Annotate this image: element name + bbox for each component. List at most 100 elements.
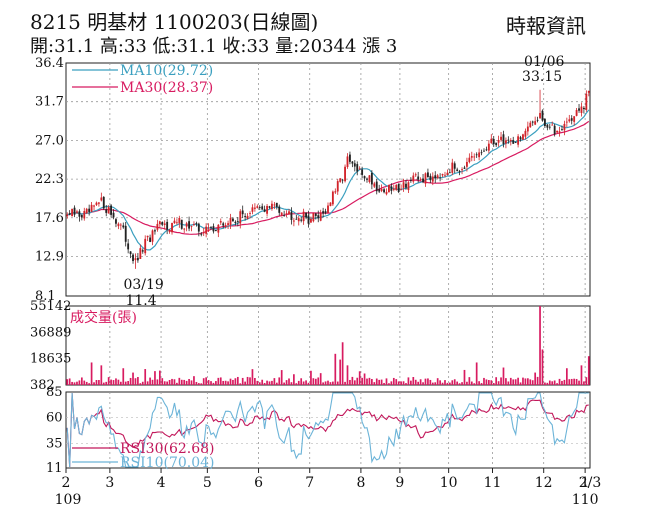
volume-bar xyxy=(68,378,71,385)
candle-body xyxy=(178,217,181,224)
candle-body xyxy=(512,140,515,144)
volume-bar xyxy=(173,379,176,385)
candle-body xyxy=(146,235,149,238)
volume-bar xyxy=(558,378,561,385)
volume-bar xyxy=(456,381,459,385)
volume-bar xyxy=(161,378,164,385)
candle-body xyxy=(485,149,488,151)
candle-body xyxy=(151,230,154,242)
candle-body xyxy=(400,189,403,191)
volume-bar xyxy=(546,382,549,385)
candle-body xyxy=(285,213,288,215)
volume-bar xyxy=(424,378,427,385)
candle-body xyxy=(258,207,261,208)
price-tick-label: 27.0 xyxy=(35,133,64,148)
candle-body xyxy=(412,175,415,182)
rsi-legend-label: RSI10(70.04) xyxy=(120,455,214,471)
candle-body xyxy=(214,230,217,231)
candle-body xyxy=(171,223,173,233)
volume-bar xyxy=(280,370,283,385)
candle-body xyxy=(295,218,298,220)
volume-bar xyxy=(470,381,473,385)
volume-bar xyxy=(385,378,388,385)
volume-tick-label: 36889 xyxy=(30,325,71,340)
volume-bar xyxy=(229,378,232,385)
volume-bar xyxy=(390,381,393,385)
volume-bar xyxy=(436,378,439,385)
volume-bar xyxy=(407,377,410,385)
volume-bar xyxy=(536,376,539,385)
volume-bar xyxy=(517,377,519,385)
candle-body xyxy=(268,206,271,208)
rsi10-line xyxy=(66,392,589,468)
candle-body xyxy=(402,182,405,188)
candle-body xyxy=(161,221,164,225)
volume-bar xyxy=(185,380,188,385)
candle-body xyxy=(275,202,278,207)
candle-body xyxy=(163,223,166,225)
candle-body xyxy=(307,215,310,224)
candle-body xyxy=(504,140,507,144)
candle-body xyxy=(219,221,222,223)
candle-body xyxy=(190,225,193,227)
candle-body xyxy=(509,140,512,142)
candle-body xyxy=(487,143,490,151)
candle-body xyxy=(319,213,322,221)
volume-bar xyxy=(93,382,95,385)
candle-body xyxy=(100,197,103,201)
volume-bar xyxy=(110,379,112,385)
volume-bar xyxy=(561,380,563,385)
volume-bar xyxy=(553,380,556,385)
candle-body xyxy=(346,156,349,168)
volume-bar xyxy=(349,379,351,385)
volume-bar xyxy=(488,380,490,385)
candle-body xyxy=(207,227,210,229)
annotation-date: 01/06 xyxy=(524,54,564,70)
volume-bar xyxy=(412,377,415,385)
candle-body xyxy=(587,90,590,93)
volume-bar xyxy=(444,380,446,385)
candle-body xyxy=(526,126,529,132)
candle-body xyxy=(300,219,303,221)
candle-body xyxy=(241,210,244,215)
candle-body xyxy=(139,248,142,259)
candle-body xyxy=(80,215,83,218)
x-tick-label: 7 xyxy=(305,475,314,491)
volume-bar xyxy=(112,380,115,385)
candle-body xyxy=(78,211,81,217)
candle-body xyxy=(227,223,230,225)
volume-bar xyxy=(197,383,200,385)
rsi-panel-frame xyxy=(65,391,591,469)
candle-body xyxy=(119,224,122,226)
candle-body xyxy=(434,175,437,179)
volume-bar xyxy=(146,381,149,385)
candle-body xyxy=(424,173,427,184)
volume-bar xyxy=(117,379,120,385)
volume-bar xyxy=(307,382,310,385)
volume-bar xyxy=(529,379,532,385)
candle-body xyxy=(288,211,290,215)
candle-body xyxy=(302,211,305,222)
candle-body xyxy=(110,205,113,215)
volume-bar xyxy=(519,382,522,385)
price-panel-frame xyxy=(65,62,591,297)
x-tick-label: 2/3 xyxy=(579,475,602,491)
volume-bar xyxy=(285,380,288,385)
candle-body xyxy=(536,119,539,121)
candle-body xyxy=(124,225,127,242)
candle-body xyxy=(292,220,295,222)
candle-body xyxy=(112,212,115,218)
volume-bar xyxy=(358,371,361,385)
candle-body xyxy=(448,172,451,174)
candle-body xyxy=(127,243,130,250)
candle-body xyxy=(514,142,517,144)
volume-bar xyxy=(351,376,354,385)
volume-bar xyxy=(451,380,454,385)
candle-body xyxy=(578,108,580,111)
volume-bar xyxy=(139,383,142,385)
volume-bar xyxy=(124,381,127,385)
volume-bar xyxy=(83,380,86,385)
volume-bar xyxy=(115,378,117,385)
volume-bar xyxy=(373,382,376,385)
candle-body xyxy=(368,175,371,182)
